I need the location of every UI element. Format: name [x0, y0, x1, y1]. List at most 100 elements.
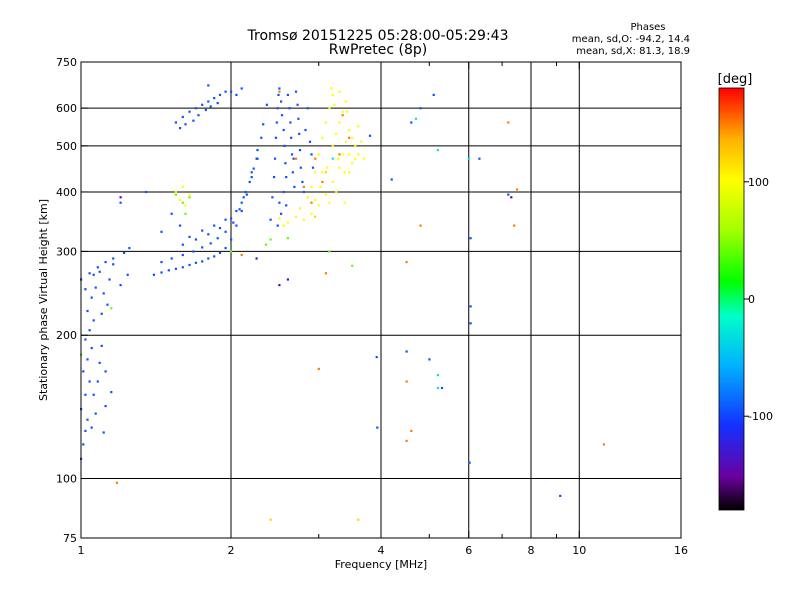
data-point	[341, 110, 344, 113]
data-point	[286, 278, 289, 281]
data-point	[188, 196, 191, 199]
data-point	[278, 90, 281, 93]
data-point	[269, 238, 272, 241]
data-point	[275, 121, 278, 124]
data-point	[324, 121, 327, 124]
data-point	[410, 121, 413, 124]
data-point	[255, 257, 258, 260]
data-point	[218, 93, 222, 96]
data-point	[88, 272, 91, 275]
data-point	[290, 136, 293, 139]
data-point	[419, 224, 422, 227]
data-point	[86, 358, 89, 361]
data-point	[184, 204, 187, 207]
data-point	[314, 171, 317, 174]
y-tick-label: 100	[56, 473, 77, 486]
data-point	[436, 386, 439, 390]
data-point	[88, 380, 91, 383]
data-point	[328, 201, 331, 204]
data-point	[351, 136, 354, 139]
data-point	[289, 121, 292, 124]
data-point	[248, 180, 251, 184]
data-point	[271, 196, 274, 199]
data-point	[102, 292, 105, 295]
data-point	[282, 190, 285, 194]
data-point	[292, 157, 295, 160]
y-tick-label: 500	[56, 140, 77, 153]
data-point	[286, 93, 289, 96]
x-tick-label: 6	[465, 544, 472, 557]
stats-header: Phases	[630, 22, 665, 33]
data-point	[209, 242, 212, 245]
data-point	[240, 201, 243, 204]
data-point	[516, 188, 519, 191]
data-point	[82, 443, 85, 446]
data-point	[304, 128, 307, 132]
data-point	[230, 217, 233, 220]
data-point	[314, 198, 317, 201]
data-point	[331, 93, 334, 96]
colorbar-ticks: -100 0 100	[744, 176, 773, 423]
data-point	[324, 272, 327, 275]
data-point	[269, 218, 272, 221]
data-point	[376, 426, 379, 429]
data-point	[410, 429, 413, 432]
data-point	[209, 105, 212, 108]
data-point	[341, 153, 344, 156]
data-point	[110, 391, 113, 394]
data-point	[302, 190, 305, 194]
data-point	[201, 103, 204, 106]
x-tick-label: 10	[572, 544, 586, 557]
data-point	[90, 426, 93, 429]
data-point	[419, 107, 422, 110]
data-point	[286, 237, 289, 240]
data-point	[213, 255, 216, 258]
data-point	[344, 100, 347, 103]
data-point	[160, 261, 163, 264]
axis-ticks: 1 2 4 6 8 10 16 75 100 200 300 400 500 600 750	[56, 56, 688, 557]
data-point	[273, 157, 277, 160]
data-point	[344, 140, 347, 143]
data-point	[242, 196, 245, 199]
data-point	[375, 356, 378, 359]
x-tick-label: 1	[78, 544, 85, 557]
data-point	[250, 171, 253, 174]
data-point	[238, 208, 241, 211]
data-point	[348, 153, 351, 156]
colorbar-label: [deg]	[718, 72, 753, 87]
data-point	[184, 212, 187, 215]
data-point	[351, 162, 354, 165]
data-point	[230, 250, 233, 253]
data-point	[357, 125, 360, 128]
data-point	[273, 176, 276, 179]
data-point	[432, 93, 435, 96]
data-point	[82, 370, 85, 373]
data-point	[559, 494, 562, 497]
data-point	[278, 87, 281, 90]
data-point	[294, 90, 298, 93]
data-point	[167, 269, 170, 272]
data-point	[341, 114, 344, 117]
data-point	[84, 393, 87, 396]
data-point	[290, 153, 294, 156]
data-points	[80, 84, 605, 521]
data-point	[224, 230, 227, 233]
data-point	[240, 87, 243, 90]
data-point	[319, 185, 322, 188]
data-point	[262, 123, 265, 126]
data-point	[96, 380, 99, 383]
grid-lines	[81, 62, 681, 538]
data-point	[92, 393, 95, 396]
chart-title: Tromsø 20151225 05:28:00-05:29:43	[247, 28, 509, 44]
colorbar	[718, 87, 745, 511]
data-point	[299, 166, 302, 169]
data-point	[278, 284, 281, 287]
data-point	[469, 305, 472, 308]
x-tick-label: 2	[228, 544, 235, 557]
data-point	[306, 107, 309, 110]
data-point	[343, 171, 346, 174]
data-point	[510, 196, 513, 199]
data-point	[260, 136, 263, 139]
data-point	[317, 153, 320, 156]
